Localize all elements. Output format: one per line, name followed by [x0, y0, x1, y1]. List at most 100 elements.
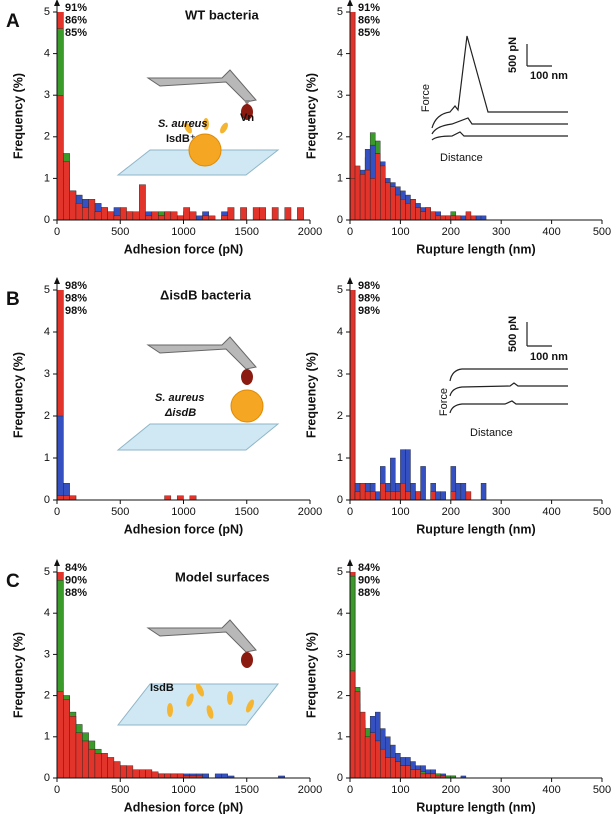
y-tick-label: 4: [44, 48, 50, 60]
x-tick-label: 100: [391, 226, 409, 238]
bar: [57, 290, 64, 500]
y-axis-title: Frequency (%): [11, 73, 25, 159]
peak-label: 85%: [65, 27, 87, 39]
bar: [369, 732, 376, 778]
bar: [440, 775, 446, 778]
bar: [88, 748, 96, 778]
bar: [435, 215, 441, 220]
bar: [107, 211, 115, 220]
bar: [227, 207, 235, 220]
x-tick-label: 1000: [171, 506, 195, 518]
bar: [354, 691, 361, 778]
x-tick-label: 0: [54, 226, 60, 238]
x-tick-label: 0: [347, 226, 353, 238]
bar: [450, 775, 457, 778]
x-tick-label: 100: [391, 784, 409, 796]
bar: [227, 775, 235, 778]
x-tick-label: 2000: [298, 226, 322, 238]
y-tick-label: 5: [44, 284, 50, 296]
bar: [410, 483, 416, 500]
y-tick-label: 1: [44, 731, 50, 743]
bar: [359, 483, 366, 500]
bar: [405, 449, 411, 500]
bar: [94, 211, 102, 220]
bar: [350, 290, 356, 500]
x-tick-label: 1000: [171, 784, 195, 796]
bar: [425, 773, 431, 778]
bar: [460, 215, 467, 220]
bar: [113, 215, 121, 220]
bar: [350, 670, 356, 778]
y-tick-label: 5: [337, 6, 343, 18]
peak-label: 91%: [358, 2, 380, 14]
bar: [202, 215, 210, 220]
bar: [359, 174, 366, 220]
y-axis-title: Frequency (%): [304, 352, 318, 438]
bars: [350, 12, 487, 220]
bars: [350, 290, 487, 500]
y-tick-label: 0: [337, 214, 343, 226]
bar: [460, 775, 467, 778]
bar: [380, 748, 386, 778]
bar: [195, 775, 203, 778]
bar: [385, 182, 391, 220]
x-tick-label: 500: [593, 506, 611, 518]
bar: [252, 207, 260, 220]
bar: [176, 495, 184, 500]
force-curves-a: [431, 35, 568, 141]
y-axis-arrow: [347, 277, 353, 284]
bar: [57, 495, 64, 500]
x-tick-label: 300: [492, 506, 510, 518]
bar: [126, 211, 134, 220]
bar: [470, 215, 477, 220]
y-tick-label: 1: [337, 731, 343, 743]
bar: [385, 491, 391, 500]
peak-label: 88%: [65, 587, 87, 599]
panel-title: WT bacteria: [185, 7, 259, 22]
y-tick-label: 4: [44, 607, 50, 619]
bar: [57, 691, 64, 778]
bar: [480, 215, 487, 220]
annotation: Vn: [240, 112, 254, 124]
panel-title: Model surfaces: [175, 569, 270, 584]
peak-label: 98%: [65, 292, 87, 304]
y-tick-label: 2: [44, 410, 50, 422]
bar: [202, 773, 210, 778]
bar: [405, 491, 411, 500]
annotation: 500 pN: [507, 37, 519, 73]
x-axis-title: Rupture length (nm): [416, 800, 535, 814]
y-tick-label: 0: [337, 494, 343, 506]
bar: [69, 495, 77, 500]
bar: [455, 483, 462, 500]
y-tick-label: 2: [337, 690, 343, 702]
y-tick-label: 3: [44, 89, 50, 101]
y-tick-label: 1: [337, 452, 343, 464]
bar: [369, 178, 376, 220]
bar: [82, 740, 89, 778]
bar: [440, 491, 446, 500]
bar: [183, 207, 191, 220]
bar: [475, 215, 482, 220]
x-tick-label: 1500: [235, 226, 259, 238]
bar: [460, 483, 467, 500]
bar: [145, 769, 153, 778]
bar: [405, 765, 411, 778]
bar: [364, 736, 371, 778]
bar: [375, 491, 381, 500]
peak-label: 98%: [65, 305, 87, 317]
y-axis-title: Frequency (%): [304, 73, 318, 159]
bar: [400, 765, 406, 778]
bar: [415, 491, 421, 500]
bar: [120, 207, 127, 220]
peak-label: 98%: [358, 280, 380, 292]
bar: [405, 203, 411, 220]
bar: [400, 483, 406, 500]
bar: [430, 491, 436, 500]
y-tick-label: 3: [44, 368, 50, 380]
y-tick-label: 5: [337, 284, 343, 296]
x-tick-label: 2000: [298, 784, 322, 796]
panel-letter: C: [6, 571, 20, 592]
x-tick-label: 400: [542, 226, 560, 238]
bar: [151, 211, 159, 220]
